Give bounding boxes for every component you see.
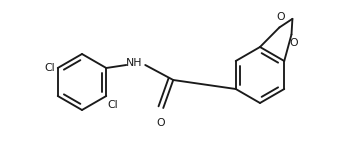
Text: O: O <box>289 38 298 48</box>
Text: Cl: Cl <box>44 63 55 73</box>
Text: Cl: Cl <box>107 100 118 110</box>
Text: O: O <box>156 118 165 128</box>
Text: NH: NH <box>126 58 142 68</box>
Text: O: O <box>276 12 285 22</box>
